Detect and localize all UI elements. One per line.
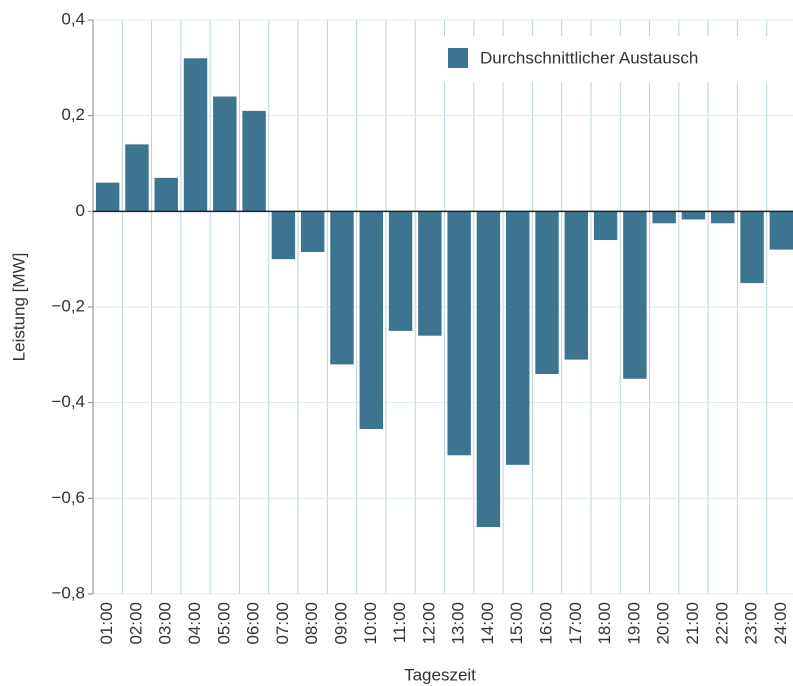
bar xyxy=(681,211,706,220)
bar xyxy=(213,96,237,212)
y-tick-label: 0,4 xyxy=(61,9,85,28)
legend-label: Durchschnittlicher Austausch xyxy=(480,48,698,67)
y-tick-label: −0,4 xyxy=(51,392,85,411)
x-tick-label: 19:00 xyxy=(624,602,643,645)
bar xyxy=(564,211,589,360)
x-tick-label: 10:00 xyxy=(361,602,380,645)
bar xyxy=(769,211,793,250)
bar xyxy=(447,211,471,456)
bar xyxy=(476,211,501,528)
bar xyxy=(95,182,120,212)
bar xyxy=(506,211,530,465)
x-tick-label: 04:00 xyxy=(185,602,204,645)
x-tick-label: 15:00 xyxy=(507,602,526,645)
y-axis-label: Leistung [MW] xyxy=(9,253,28,362)
x-tick-label: 03:00 xyxy=(156,602,175,645)
bar xyxy=(652,211,676,224)
x-tick-label: 12:00 xyxy=(419,602,438,645)
bar xyxy=(125,144,149,212)
bar xyxy=(623,211,647,379)
x-tick-label: 02:00 xyxy=(126,602,145,645)
x-tick-label: 21:00 xyxy=(683,602,702,645)
y-tick-label: −0,8 xyxy=(51,583,85,602)
x-tick-label: 16:00 xyxy=(537,602,556,645)
bar xyxy=(242,110,266,212)
bar xyxy=(535,211,559,374)
bar xyxy=(271,211,296,260)
bar xyxy=(418,211,442,336)
y-tick-label: −0,6 xyxy=(51,488,85,507)
bar xyxy=(711,211,735,224)
bar xyxy=(154,177,178,212)
x-tick-label: 01:00 xyxy=(97,602,116,645)
x-tick-label: 06:00 xyxy=(244,602,263,645)
bar xyxy=(388,211,413,331)
x-tick-label: 20:00 xyxy=(654,602,673,645)
bar xyxy=(330,211,354,365)
bar xyxy=(359,211,383,429)
x-tick-label: 17:00 xyxy=(566,602,585,645)
y-tick-label: 0,2 xyxy=(61,105,85,124)
x-tick-label: 09:00 xyxy=(331,602,350,645)
x-tick-label: 08:00 xyxy=(302,602,321,645)
x-tick-label: 07:00 xyxy=(273,602,292,645)
legend-box xyxy=(434,36,774,82)
x-tick-label: 18:00 xyxy=(595,602,614,645)
x-tick-label: 13:00 xyxy=(449,602,468,645)
bar xyxy=(300,211,325,252)
x-tick-label: 23:00 xyxy=(742,602,761,645)
y-tick-label: −0,2 xyxy=(51,296,85,315)
x-tick-label: 05:00 xyxy=(214,602,233,645)
y-tick-label: 0 xyxy=(76,201,85,220)
x-tick-label: 14:00 xyxy=(478,602,497,645)
bar xyxy=(183,58,208,212)
x-axis-label: Tageszeit xyxy=(404,665,476,684)
x-tick-label: 22:00 xyxy=(712,602,731,645)
bar xyxy=(740,211,764,284)
x-tick-label: 11:00 xyxy=(390,602,409,643)
legend-swatch xyxy=(448,48,468,68)
x-tick-label: 24:00 xyxy=(771,602,790,645)
bar xyxy=(593,211,618,241)
